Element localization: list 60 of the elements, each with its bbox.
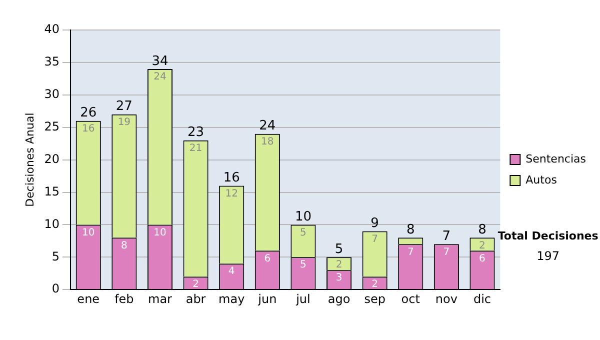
data-label: 7 <box>372 234 378 245</box>
total-label: 7 <box>442 229 451 244</box>
data-label: 18 <box>261 136 274 148</box>
y-tick-label: 35 <box>44 54 60 69</box>
data-label: 19 <box>118 116 131 128</box>
y-tick-label: 40 <box>44 22 60 36</box>
data-label: 6 <box>264 253 271 264</box>
data-label: 8 <box>120 240 128 252</box>
data-label: 2 <box>336 260 342 271</box>
data-label: 12 <box>225 188 238 200</box>
data-label: 4 <box>228 266 235 278</box>
total-label: 16 <box>223 170 240 186</box>
total-label: 26 <box>80 106 97 121</box>
total-label: 27 <box>116 99 132 114</box>
y-tick-label: 5 <box>52 249 60 264</box>
total-label: 8 <box>406 222 415 238</box>
total-label: 34 <box>152 54 168 69</box>
total-label: 10 <box>294 210 312 225</box>
x-tick-label: sep <box>364 292 386 306</box>
x-tick-label: feb <box>114 292 134 306</box>
x-tick-label: jun <box>257 292 277 306</box>
y-tick-label: 10 <box>44 216 60 231</box>
x-tick-label: oct <box>401 292 420 306</box>
total-label: 23 <box>188 125 204 140</box>
y-tick-label: 0 <box>52 282 60 296</box>
y-axis-title: Decisiones Anual <box>23 112 36 207</box>
data-label: 6 <box>479 253 486 264</box>
data-label: 10 <box>82 227 95 238</box>
x-tick-label: abr <box>186 292 206 306</box>
legend-label: Autos <box>526 173 558 186</box>
y-tick-label: 20 <box>44 152 60 166</box>
x-tick-label: jul <box>295 292 310 306</box>
y-tick-label: 25 <box>44 119 60 134</box>
data-label: 7 <box>407 246 414 258</box>
y-tick-label: 30 <box>44 87 60 102</box>
data-label: 2 <box>479 240 486 252</box>
data-label: 10 <box>154 227 166 238</box>
annotation: Total Decisiones <box>498 229 599 242</box>
data-label: 21 <box>189 142 202 154</box>
total-label: 8 <box>478 222 486 238</box>
data-label: 2 <box>372 279 378 290</box>
text: 197 <box>536 249 560 264</box>
y-tick-label: 15 <box>44 184 60 198</box>
x-tick-label: ene <box>77 292 100 306</box>
data-label: 7 <box>443 246 450 258</box>
data-label: 5 <box>300 227 306 238</box>
x-tick-label: ago <box>328 292 350 306</box>
x-tick-label: nov <box>435 292 458 306</box>
legend-label: Sentencias <box>526 152 586 166</box>
total-label: 24 <box>259 118 276 134</box>
data-label: 3 <box>336 272 342 284</box>
data-label: 5 <box>300 260 306 271</box>
x-tick-label: mar <box>148 292 172 306</box>
total-label: 9 <box>370 216 379 232</box>
data-label: 2 <box>192 279 199 290</box>
data-label: 16 <box>82 123 95 134</box>
data-label: 24 <box>154 72 166 83</box>
x-tick-label: dic <box>473 292 492 306</box>
total-label: 5 <box>334 242 344 258</box>
x-tick-label: may <box>218 292 245 306</box>
